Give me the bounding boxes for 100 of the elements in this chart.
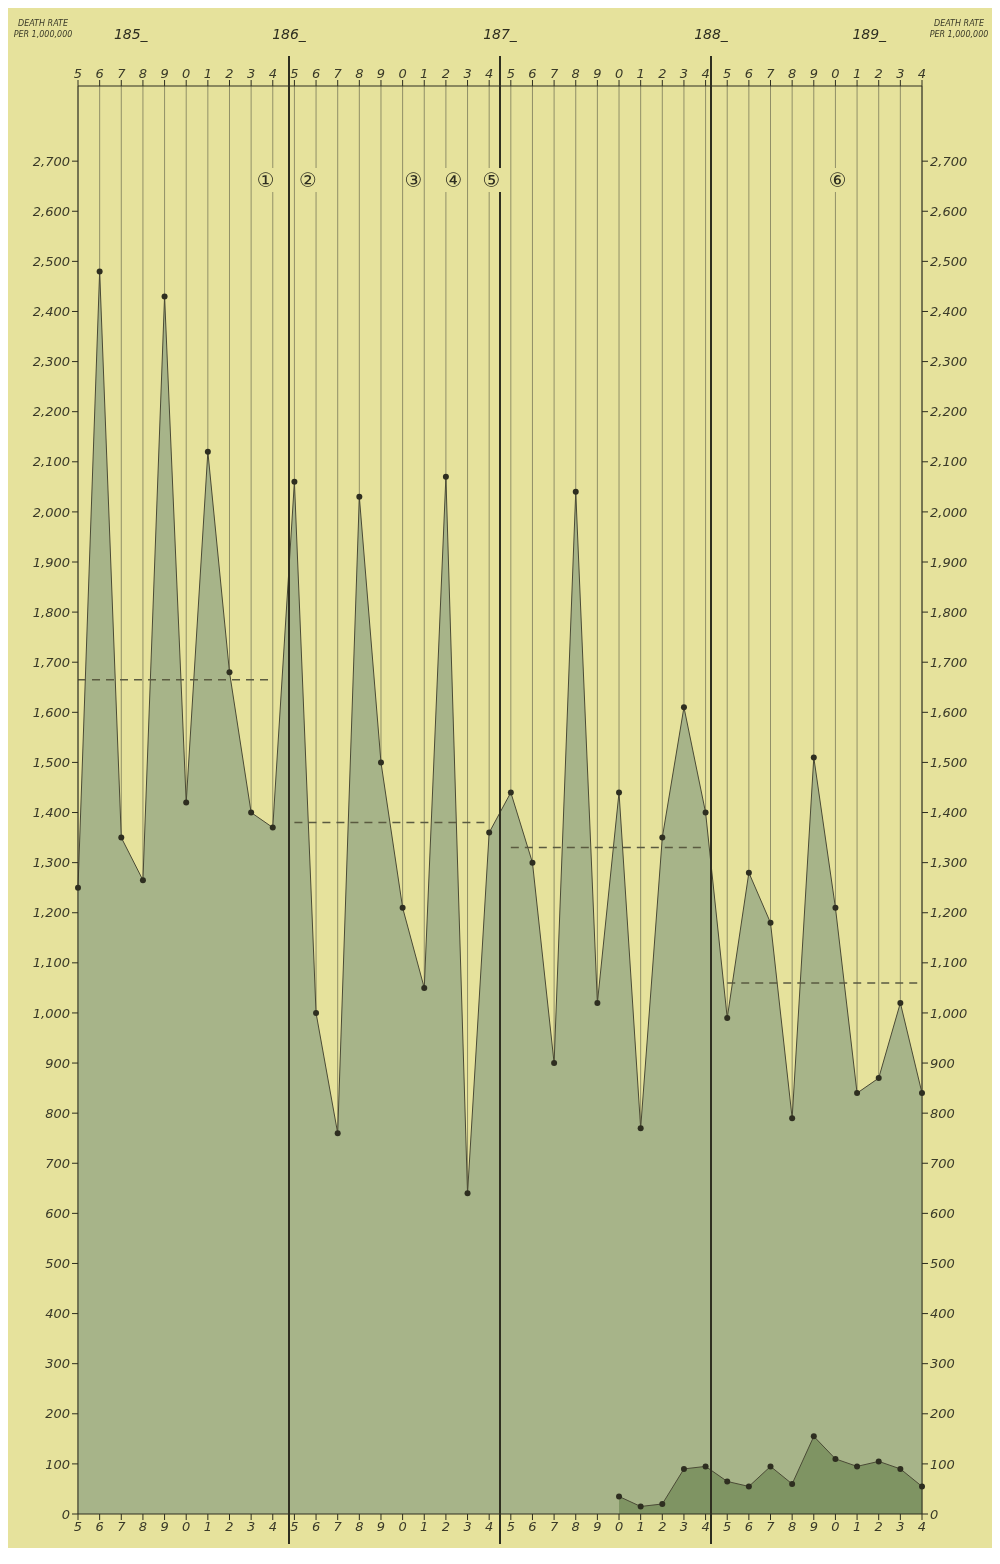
category-label: 4: [485, 1519, 494, 1535]
y2-tick-label: 0: [930, 1506, 939, 1522]
category-label: 1: [852, 1519, 862, 1535]
y2-axis-title: DEATH RATE PER 1,000,000: [928, 18, 990, 40]
x-tick-label: 0: [398, 66, 407, 81]
category-label: 8: [788, 1519, 797, 1535]
category-label: 5: [73, 1519, 83, 1535]
y-tick-label: 900: [45, 1055, 70, 1071]
x-tick-label: 1: [203, 66, 212, 81]
category-label: 4: [701, 1519, 710, 1535]
x-tick-label: 1: [636, 66, 645, 81]
x-tick-label: 0: [614, 66, 624, 81]
category-label: 7: [766, 1519, 775, 1535]
category-label: 2: [441, 1519, 451, 1535]
x-tick-label: 2: [225, 66, 234, 81]
category-label: 7: [333, 1519, 342, 1535]
x-tick-label: 6: [744, 66, 754, 81]
x-tick-label: 5: [506, 66, 515, 81]
y2-tick-label: 900: [930, 1055, 955, 1071]
annotation: ③: [403, 168, 424, 192]
category-label: 9: [593, 1519, 602, 1535]
category-label: 1: [420, 1519, 429, 1535]
x-tick-label: 7: [117, 66, 127, 81]
category-label: 9: [160, 1519, 169, 1535]
y2-tick-label: 2,100: [930, 454, 968, 470]
category-label: 6: [528, 1519, 537, 1535]
category-label: 0: [614, 1519, 624, 1535]
x-tick-label: 7: [333, 66, 343, 81]
category-label: 5: [290, 1519, 299, 1535]
annotation: ⑥: [827, 168, 848, 192]
category-label: 3: [246, 1519, 256, 1535]
category-label: 6: [311, 1519, 321, 1535]
category-label: 2: [225, 1519, 234, 1535]
y-tick-label: 1,300: [32, 855, 70, 871]
x-tick-label: 8: [571, 66, 580, 81]
y2-tick-label: 700: [930, 1155, 955, 1171]
y2-tick-label: 1,000: [930, 1005, 968, 1021]
category-label: 4: [268, 1519, 277, 1535]
y2-tick-label: 2,500: [930, 253, 968, 269]
y2-tick-label: 2,200: [930, 404, 968, 420]
category-label: 1: [636, 1519, 645, 1535]
y-tick-label: 2,000: [32, 504, 70, 520]
y-tick-label: 800: [45, 1105, 70, 1121]
annotation: ④: [443, 168, 464, 192]
y2-tick-label: 2,600: [930, 203, 968, 219]
y2-tick-label: 1,900: [930, 554, 968, 570]
x-tick-label: 6: [528, 66, 537, 81]
x-tick-label: 9: [376, 66, 386, 81]
y-tick-label: 2,200: [32, 404, 70, 420]
y-tick-label: 400: [45, 1306, 70, 1322]
y-tick-label: 0: [61, 1506, 70, 1522]
x-tick-label: 5: [723, 66, 732, 81]
category-label: 6: [744, 1519, 754, 1535]
text: 188_: [694, 26, 728, 42]
category-label: 3: [679, 1519, 689, 1535]
category-label: 1: [203, 1519, 212, 1535]
y-tick-label: 1,200: [32, 905, 70, 921]
x-tick-label: 2: [658, 66, 667, 81]
category-label: 0: [182, 1519, 191, 1535]
x-tick-label: 3: [896, 66, 905, 81]
x-tick-label: 5: [73, 66, 83, 81]
x-tick-label: 1: [420, 66, 429, 81]
x-tick-label: 8: [138, 66, 148, 81]
x-tick-label: 9: [160, 66, 169, 81]
category-label: 0: [398, 1519, 407, 1535]
y2-tick-label: 600: [930, 1205, 955, 1221]
x-tick-label: 2: [874, 66, 883, 81]
x-tick-label: 7: [766, 66, 776, 81]
y2-tick-label: 2,000: [930, 504, 968, 520]
y2-tick-label: 2,300: [930, 354, 968, 370]
y2-tick-label: 1,800: [930, 604, 968, 620]
text: 187_: [483, 26, 517, 42]
y2-tick-label: 100: [930, 1456, 955, 1472]
y-tick-label: 2,500: [32, 253, 70, 269]
y-tick-label: 1,000: [32, 1005, 70, 1021]
category-label: 2: [874, 1519, 883, 1535]
y2-tick-label: 2,400: [930, 304, 968, 320]
category-label: 2: [658, 1519, 667, 1535]
x-tick-label: 2: [441, 66, 451, 81]
category-label: 7: [117, 1519, 126, 1535]
x-tick-label: 9: [809, 66, 818, 81]
x-tick-label: 6: [311, 66, 321, 81]
category-label: 4: [917, 1519, 927, 1535]
annotation: ②: [298, 168, 318, 192]
y-tick-label: 2,600: [32, 203, 70, 219]
category-label: 0: [831, 1519, 840, 1535]
y-tick-label: 1,700: [32, 654, 70, 670]
category-label: 5: [723, 1519, 732, 1535]
y2-tick-label: 1,100: [930, 955, 968, 971]
y-tick-label: 200: [45, 1406, 70, 1422]
x-tick-label: 7: [549, 66, 559, 81]
y2-tick-label: 800: [930, 1105, 955, 1121]
x-tick-label: 8: [355, 66, 364, 81]
category-label: 8: [571, 1519, 580, 1535]
category-label: 8: [355, 1519, 364, 1535]
y-tick-label: 2,700: [32, 153, 70, 169]
x-tick-label: 4: [917, 66, 927, 81]
y-tick-label: 500: [45, 1256, 70, 1272]
y-tick-label: 1,800: [32, 604, 70, 620]
category-label: 3: [463, 1519, 472, 1535]
